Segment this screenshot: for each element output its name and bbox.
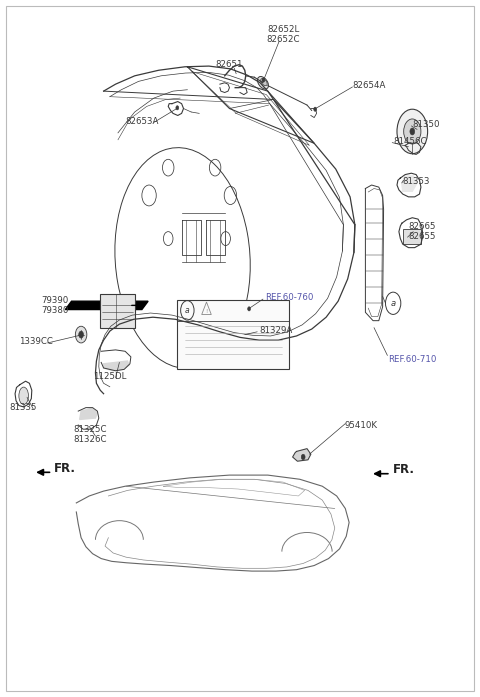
Text: 1339CC: 1339CC (19, 337, 53, 346)
Ellipse shape (257, 77, 268, 89)
Text: FR.: FR. (54, 461, 76, 475)
Polygon shape (65, 301, 148, 309)
Text: !: ! (205, 309, 208, 314)
Text: 95410K: 95410K (344, 420, 377, 429)
Text: 79390
79380: 79390 79380 (41, 296, 69, 315)
Ellipse shape (261, 79, 267, 86)
Text: REF.60-760: REF.60-760 (265, 293, 313, 302)
Text: 81350: 81350 (412, 120, 440, 129)
Polygon shape (104, 361, 129, 371)
Circle shape (301, 454, 305, 460)
Text: 82653A: 82653A (125, 116, 158, 125)
Circle shape (75, 326, 87, 343)
Polygon shape (293, 449, 311, 461)
Text: 82654A: 82654A (352, 81, 386, 90)
Text: 1125DL: 1125DL (93, 372, 126, 381)
Bar (100, 294, 135, 328)
Text: 81353: 81353 (403, 177, 430, 186)
Text: 82651: 82651 (216, 60, 243, 69)
Text: 81325C
81326C: 81325C 81326C (73, 425, 107, 445)
Circle shape (397, 109, 428, 154)
Circle shape (262, 78, 265, 82)
Text: 81456C: 81456C (393, 137, 427, 146)
Text: 81329A: 81329A (259, 326, 292, 335)
Bar (403, 229, 421, 244)
Polygon shape (402, 176, 417, 191)
Text: a: a (185, 306, 190, 315)
Text: 82665
82655: 82665 82655 (408, 222, 436, 241)
Text: a: a (391, 299, 396, 308)
Text: 81335: 81335 (9, 403, 37, 412)
Circle shape (176, 106, 179, 110)
Circle shape (79, 331, 84, 338)
Circle shape (404, 119, 421, 144)
Text: 82652L
82652C: 82652L 82652C (266, 25, 300, 45)
Circle shape (248, 307, 251, 311)
Ellipse shape (19, 387, 28, 404)
Circle shape (314, 107, 317, 112)
Bar (177, 300, 289, 369)
Circle shape (410, 128, 415, 135)
Text: FR.: FR. (393, 463, 415, 476)
Text: REF.60-710: REF.60-710 (388, 355, 437, 364)
Polygon shape (80, 408, 97, 420)
